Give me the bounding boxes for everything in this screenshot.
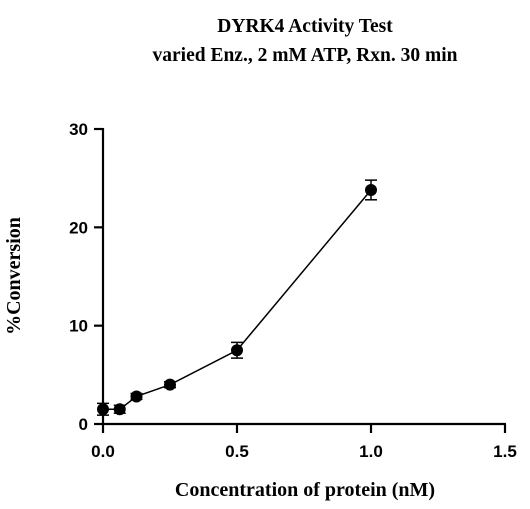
plot-area: 0.0 0.5 1.0 1.5 0 10 20 30 <box>69 120 517 461</box>
data-point <box>231 344 243 357</box>
x-tick-label: 1.0 <box>359 442 383 461</box>
data-point <box>113 403 126 416</box>
data-point <box>130 390 143 403</box>
chart-subtitle: varied Enz., 2 mM ATP, Rxn. 30 min <box>153 45 458 66</box>
y-tick-label: 30 <box>69 120 88 139</box>
data-point <box>164 378 176 391</box>
data-point <box>365 183 377 196</box>
y-tick-label: 20 <box>69 218 88 237</box>
chart-title: DYRK4 Activity Test <box>217 16 393 37</box>
y-axis-label: %Conversion <box>3 217 25 335</box>
data-point <box>97 403 109 416</box>
y-tick-label: 0 <box>79 415 88 434</box>
y-tick-label: 10 <box>69 317 88 336</box>
x-tick-label: 0.5 <box>225 442 249 461</box>
x-tick-label: 1.5 <box>493 442 517 461</box>
x-tick-label: 0.0 <box>91 442 115 461</box>
series-line <box>103 189 372 410</box>
x-axis-label: Concentration of protein (nM) <box>175 479 435 501</box>
